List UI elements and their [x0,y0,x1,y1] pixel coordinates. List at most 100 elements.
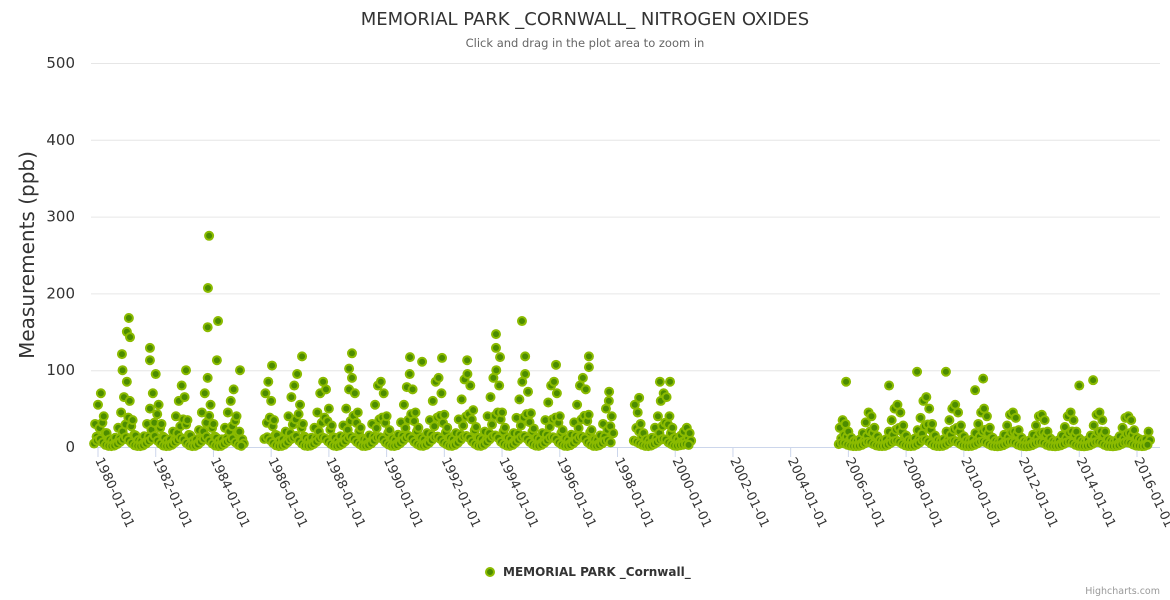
data-point[interactable] [404,352,415,363]
data-point[interactable] [572,399,583,410]
data-point[interactable] [869,422,880,433]
data-point[interactable] [543,397,554,408]
data-point[interactable] [456,394,467,405]
data-point[interactable] [494,380,505,391]
data-point[interactable] [228,384,239,395]
data-point[interactable] [404,369,415,380]
data-point[interactable] [289,380,300,391]
credits-link[interactable]: Highcharts.com [1085,586,1160,597]
data-point[interactable] [176,380,187,391]
data-point[interactable] [225,395,236,406]
data-point[interactable] [458,420,469,431]
data-point[interactable] [121,376,132,387]
data-point[interactable] [462,369,473,380]
data-point[interactable] [554,411,565,422]
data-point[interactable] [222,407,233,418]
data-point[interactable] [583,351,594,362]
data-point[interactable] [295,399,306,410]
data-point[interactable] [413,422,424,433]
data-point[interactable] [234,365,245,376]
data-point[interactable] [352,407,363,418]
data-points[interactable] [89,230,1156,452]
data-point[interactable] [583,362,594,373]
data-point[interactable] [375,376,386,387]
data-point[interactable] [927,418,938,429]
data-point[interactable] [606,411,617,422]
data-point[interactable] [634,392,645,403]
data-point[interactable] [355,422,366,433]
data-point[interactable] [1002,420,1013,431]
data-point[interactable] [1097,415,1108,426]
data-point[interactable] [346,372,357,383]
data-point[interactable] [551,388,562,399]
data-point[interactable] [144,403,155,414]
data-point[interactable] [312,407,323,418]
data-point[interactable] [523,386,534,397]
data-point[interactable] [516,316,527,327]
data-point[interactable] [346,348,357,359]
data-point[interactable] [586,425,597,436]
data-point[interactable] [604,386,615,397]
data-point[interactable] [266,395,277,406]
data-point[interactable] [381,411,392,422]
data-point[interactable] [1088,375,1099,386]
data-point[interactable] [1142,439,1153,450]
data-point[interactable] [915,412,926,423]
data-point[interactable] [525,408,536,419]
data-point[interactable] [231,411,242,422]
data-point[interactable] [202,372,213,383]
data-point[interactable] [417,356,428,367]
data-point[interactable] [921,392,932,403]
data-point[interactable] [398,399,409,410]
data-point[interactable] [490,329,501,340]
data-point[interactable] [211,355,222,366]
data-point[interactable] [1068,415,1079,426]
data-point[interactable] [127,415,138,426]
data-point[interactable] [860,417,871,428]
data-point[interactable] [263,376,274,387]
data-point[interactable] [573,422,584,433]
data-point[interactable] [117,365,128,376]
data-point[interactable] [181,365,192,376]
data-point[interactable] [981,411,992,422]
data-point[interactable] [437,352,448,363]
data-point[interactable] [410,407,421,418]
data-point[interactable] [202,283,213,294]
data-point[interactable] [487,419,498,430]
data-point[interactable] [1088,420,1099,431]
data-point[interactable] [955,420,966,431]
data-point[interactable] [683,439,694,450]
data-point[interactable] [144,355,155,366]
data-point[interactable] [520,351,531,362]
data-point[interactable] [297,418,308,429]
data-point[interactable] [442,422,453,433]
data-point[interactable] [150,369,161,380]
data-point[interactable] [144,342,155,353]
data-point[interactable] [886,415,897,426]
data-point[interactable] [116,349,127,360]
data-point[interactable] [654,376,665,387]
data-point[interactable] [378,388,389,399]
data-point[interactable] [429,421,440,432]
data-point[interactable] [147,388,158,399]
data-point[interactable] [293,409,304,420]
data-point[interactable] [664,411,675,422]
data-point[interactable] [608,428,619,439]
data-point[interactable] [667,422,678,433]
data-point[interactable] [349,388,360,399]
data-point[interactable] [895,407,906,418]
data-point[interactable] [665,376,676,387]
data-point[interactable] [384,425,395,436]
data-point[interactable] [841,376,852,387]
data-point[interactable] [953,407,964,418]
data-point[interactable] [427,395,438,406]
data-point[interactable] [466,414,477,425]
data-point[interactable] [1074,380,1085,391]
data-point[interactable] [462,355,473,366]
data-point[interactable] [407,384,418,395]
data-point[interactable] [321,384,332,395]
data-point[interactable] [577,372,588,383]
data-point[interactable] [468,405,479,416]
data-point[interactable] [520,369,531,380]
data-point[interactable] [297,351,308,362]
